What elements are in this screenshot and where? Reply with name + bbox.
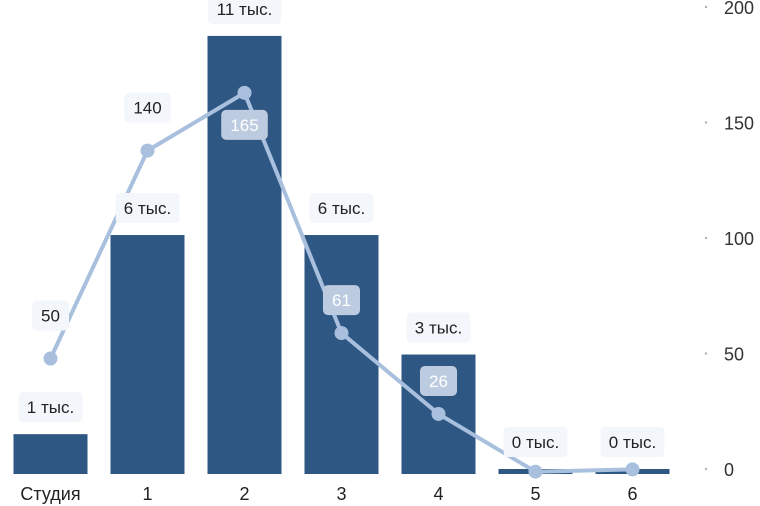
- x-tick-label: 3: [336, 484, 346, 504]
- line-value-label: 165: [230, 116, 258, 135]
- x-tick-label: 1: [142, 484, 152, 504]
- x-tick-label: 2: [239, 484, 249, 504]
- line-point: [334, 326, 349, 341]
- line-label-bg: [322, 285, 361, 316]
- line-value-label: 26: [429, 372, 448, 391]
- y-axis-right: 0 50 100 150 200: [704, 0, 754, 480]
- y-tick-mark: [704, 467, 708, 471]
- line-label-bg: [419, 365, 458, 396]
- y-tick-mark: [704, 5, 708, 9]
- y-tick-label: 100: [724, 229, 754, 249]
- bar: [207, 35, 282, 475]
- x-tick-label: 6: [627, 484, 637, 504]
- line-label-bg: [31, 300, 70, 331]
- y-tick-mark: [704, 236, 708, 240]
- x-tick-label: Студия: [20, 484, 80, 504]
- labels-layer: 1 тыс. 6 тыс. 11 тыс. 6 тыс. 3 тыс. 0 тыс. 0 т…: [18, 0, 665, 457]
- y-tick-label: 150: [724, 114, 754, 134]
- x-tick-label: 5: [530, 484, 540, 504]
- bar-value-label: 0 тыс.: [609, 433, 656, 452]
- line-point: [237, 85, 252, 100]
- bar-value-label: 11 тыс.: [217, 0, 273, 19]
- bar-label-bg: [18, 392, 83, 423]
- x-axis: Студия 1 2 3 4 5 6: [20, 484, 637, 504]
- bar-label-bg: [207, 0, 282, 24]
- bar-value-label: 3 тыс.: [415, 319, 462, 338]
- line-label-bg: [124, 92, 171, 123]
- bar-value-label: 0 тыс.: [512, 433, 559, 452]
- bar-label-bg: [503, 427, 568, 457]
- line-value-label: 140: [133, 99, 161, 118]
- bar: [110, 235, 185, 474]
- bar-value-label: 6 тыс.: [124, 199, 171, 218]
- y-tick-label: 200: [724, 0, 754, 18]
- y-tick-mark: [704, 352, 708, 355]
- bar-value-label: 6 тыс.: [318, 199, 365, 218]
- line-value-label: 61: [332, 291, 351, 310]
- line-layer: [43, 85, 640, 479]
- y-tick-label: 50: [724, 345, 744, 365]
- line-point: [140, 143, 155, 158]
- line-point: [528, 464, 543, 479]
- y-tick-label: 0: [724, 460, 734, 480]
- bar-label-bg: [115, 193, 180, 224]
- bar: [13, 434, 88, 474]
- bar-label-bg: [600, 427, 665, 457]
- bars-layer: [13, 35, 670, 475]
- line-point: [43, 351, 58, 366]
- line-value-label: 50: [41, 307, 60, 326]
- x-tick-label: 4: [433, 484, 443, 504]
- line-point: [625, 462, 640, 477]
- bar-label-bg: [309, 193, 374, 224]
- line-label-bg: [221, 109, 268, 140]
- line-point: [431, 406, 446, 421]
- y-tick-mark: [704, 121, 708, 124]
- bar-label-bg: [406, 312, 471, 343]
- bar-value-label: 1 тыс.: [27, 398, 74, 417]
